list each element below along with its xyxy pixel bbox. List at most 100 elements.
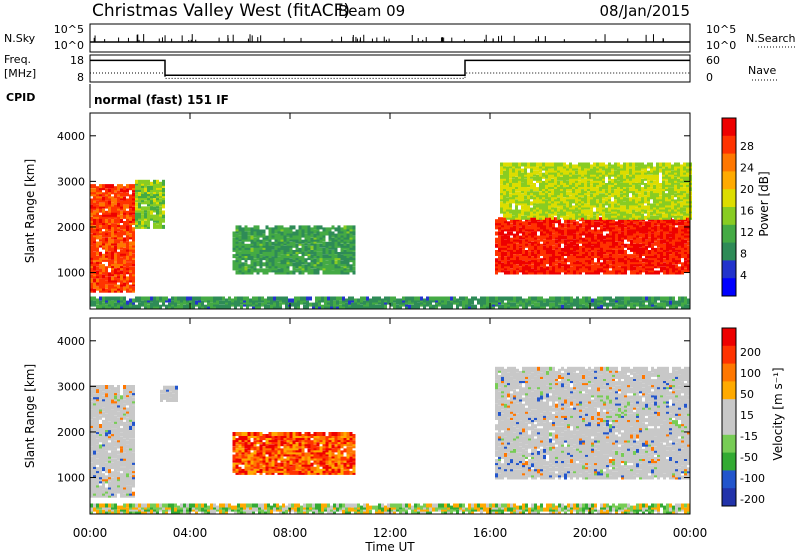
heatmap-cell (525, 266, 528, 271)
heatmap-cell (678, 266, 681, 271)
heatmap-cell (524, 211, 527, 216)
heatmap-cell (668, 187, 671, 192)
heatmap-cell (322, 237, 326, 242)
heatmap-cell (641, 170, 644, 175)
heatmap-cell (288, 298, 291, 303)
heatmap-cell (298, 250, 302, 254)
heatmap-cell (513, 245, 516, 250)
heatmap-cell (558, 241, 561, 246)
heatmap-cell (527, 191, 530, 196)
heatmap-cell (177, 300, 180, 305)
heatmap-cell (545, 191, 548, 196)
heatmap-cell (615, 258, 618, 263)
heatmap-cell (93, 210, 96, 215)
heatmap-cell (114, 296, 117, 301)
heatmap-cell (641, 174, 644, 179)
heatmap-cell (348, 300, 351, 305)
heatmap-cell (280, 262, 284, 267)
heatmap-cell (677, 203, 680, 208)
heatmap-cell (630, 225, 633, 230)
heatmap-cell (639, 225, 642, 230)
heatmap-cell (635, 193, 638, 198)
heatmap-cell (99, 235, 102, 240)
heatmap-cell (612, 266, 615, 271)
heatmap-cell (105, 202, 108, 207)
heatmap-cell (324, 296, 327, 301)
heatmap-cell (273, 304, 276, 309)
heatmap-cell (304, 233, 308, 238)
heatmap-cell (680, 164, 683, 169)
heatmap-cell (677, 162, 680, 167)
heatmap-cell (540, 233, 543, 238)
heatmap-cell (153, 200, 156, 205)
heatmap-cell (90, 198, 93, 203)
heatmap-cell (684, 245, 687, 250)
heatmap-cell (594, 254, 597, 259)
heatmap-cell (159, 206, 162, 211)
heatmap-cell (225, 300, 228, 305)
heatmap-cell (129, 274, 132, 279)
heatmap-cell (560, 211, 563, 216)
heatmap-cell (551, 195, 554, 200)
heatmap-cell (108, 251, 111, 256)
nave-label: Nave (748, 64, 776, 77)
heatmap-cell (566, 203, 569, 208)
heatmap-cell (354, 298, 357, 303)
heatmap-cell (277, 270, 281, 275)
heatmap-cell (162, 204, 165, 209)
heatmap-cell (301, 229, 305, 234)
heatmap-cell (117, 223, 120, 228)
heatmap-cell (528, 252, 531, 256)
heatmap-cell (186, 300, 189, 305)
heatmap-cell (645, 258, 648, 263)
heatmap-cell (660, 221, 663, 226)
heatmap-cell (291, 298, 294, 303)
heatmap-cell (675, 227, 678, 232)
heatmap-cell (545, 195, 548, 200)
heatmap-cell (249, 298, 252, 303)
heatmap-cell (569, 162, 572, 167)
heatmap-cell (123, 300, 126, 305)
heatmap-cell (537, 245, 540, 250)
heatmap-cell (114, 282, 117, 287)
heatmap-cell (277, 258, 281, 263)
heatmap-cell (557, 213, 560, 218)
heatmap-cell (647, 207, 650, 212)
heatmap-cell (617, 195, 620, 200)
heatmap-cell (352, 252, 356, 256)
heatmap-cell (527, 172, 530, 177)
heatmap-cell (105, 251, 108, 256)
heatmap-cell (567, 258, 570, 263)
heatmap-cell (262, 250, 266, 254)
heatmap-cell (105, 243, 108, 248)
heatmap-cell (339, 300, 342, 305)
heatmap-cell (612, 229, 615, 234)
heatmap-cell (605, 199, 608, 204)
heatmap-cell (192, 300, 195, 305)
heatmap-cell (680, 170, 683, 175)
heatmap-cell (235, 233, 239, 238)
heatmap-cell (99, 251, 102, 256)
heatmap-cell (642, 258, 645, 263)
heatmap-cell (525, 258, 528, 263)
heatmap-cell (636, 233, 639, 238)
heatmap-cell (274, 250, 278, 254)
heatmap-cell (283, 233, 287, 238)
heatmap-cell (495, 266, 498, 271)
heatmap-cell (680, 187, 683, 192)
heatmap-cell (183, 300, 186, 305)
heatmap-cell (575, 211, 578, 216)
heatmap-cell (527, 215, 530, 220)
heatmap-cell (244, 245, 248, 250)
heatmap-cell (253, 241, 257, 246)
heatmap-cell (241, 227, 245, 232)
heatmap-cell (432, 304, 435, 309)
heatmap-cell (650, 166, 653, 171)
heatmap-cell (660, 225, 663, 230)
heatmap-cell (340, 270, 344, 275)
heatmap-cell (259, 258, 263, 263)
heatmap-cell (561, 254, 564, 259)
heatmap-cell (603, 235, 606, 240)
heatmap-cell (611, 191, 614, 196)
heatmap-cell (573, 241, 576, 246)
